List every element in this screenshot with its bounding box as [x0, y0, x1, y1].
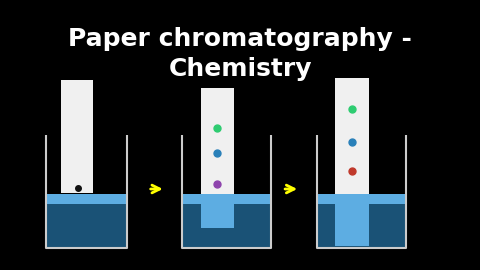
Bar: [46, 194, 127, 204]
Bar: [182, 194, 271, 204]
Bar: [46, 200, 127, 248]
Bar: [182, 200, 271, 248]
Bar: [317, 200, 406, 248]
Bar: [335, 78, 369, 246]
Bar: [335, 194, 369, 246]
Bar: [61, 80, 93, 193]
Bar: [317, 194, 406, 204]
Bar: [201, 88, 234, 228]
Bar: [201, 194, 234, 228]
Text: Paper chromatography -
Chemistry: Paper chromatography - Chemistry: [68, 27, 412, 81]
